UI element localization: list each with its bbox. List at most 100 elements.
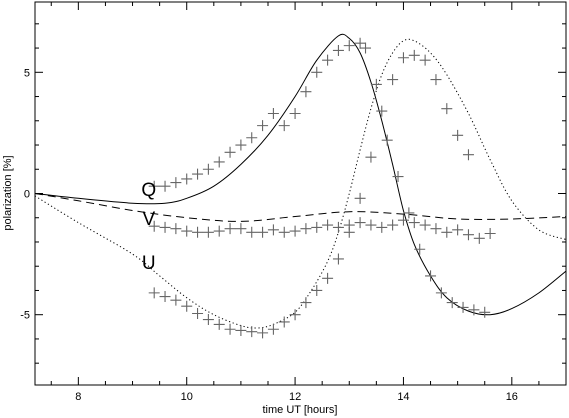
data-point-q [425, 270, 437, 282]
data-point-v [322, 219, 334, 231]
data-point-u [365, 151, 377, 163]
data-point-u [397, 52, 409, 64]
data-point-q [360, 42, 372, 54]
data-point-v [213, 225, 225, 237]
data-point-v [170, 223, 182, 235]
data-point-u [257, 327, 269, 339]
data-point-q [435, 287, 447, 299]
data-point-v [354, 217, 366, 229]
data-point-v [311, 221, 323, 233]
data-point-v [224, 223, 236, 235]
x-tick-label: 14 [397, 391, 409, 403]
data-point-v [278, 226, 290, 238]
x-tick-label: 10 [181, 391, 193, 403]
data-point-q [289, 108, 301, 120]
data-point-u [441, 103, 453, 115]
y-axis-title: polarization [%] [2, 155, 14, 230]
plot-frame [34, 1, 567, 386]
data-point-q [246, 132, 258, 144]
x-tick-label: 12 [289, 391, 301, 403]
data-point-u [322, 272, 334, 284]
y-axis: -5 0 5 [20, 23, 566, 364]
data-point-u [354, 192, 366, 204]
data-point-u [408, 49, 420, 61]
data-point-u [170, 294, 182, 306]
data-point-v [257, 226, 269, 238]
data-point-q [202, 163, 214, 175]
data-point-q [457, 301, 469, 313]
y-tick-label: 5 [24, 67, 30, 79]
data-point-u [202, 314, 214, 326]
model-curve-dashed [34, 193, 567, 222]
curve-labels: QV U [141, 180, 156, 274]
data-point-v [343, 219, 355, 231]
data-point-v [300, 223, 312, 235]
data-point-u [452, 129, 464, 141]
data-point-q [354, 37, 366, 49]
data-point-u [224, 323, 236, 335]
data-point-v [267, 224, 279, 236]
data-point-u [376, 105, 388, 117]
data-point-v [452, 224, 464, 236]
data-point-u [387, 74, 399, 86]
data-point-u [289, 309, 301, 321]
data-point-u [430, 74, 442, 86]
data-point-v [202, 226, 214, 238]
model-curve-dotted [34, 38, 567, 329]
data-point-v [408, 217, 420, 229]
data-point-v [148, 220, 160, 232]
data-point-u [148, 287, 160, 299]
model-curve-solid [34, 33, 567, 316]
data-point-u [159, 291, 171, 303]
data-point-v [462, 229, 474, 241]
data-point-v [181, 225, 193, 237]
data-point-u [246, 326, 258, 338]
data-point-u [278, 316, 290, 328]
data-point-q [343, 40, 355, 52]
curve-label-v: V [142, 209, 155, 230]
data-point-q [446, 297, 458, 309]
model-curves [34, 33, 567, 329]
data-point-v [289, 225, 301, 237]
data-point-q [192, 168, 204, 180]
data-point-q [278, 120, 290, 132]
data-point-q [392, 171, 404, 183]
data-point-q [267, 108, 279, 120]
data-point-q [159, 180, 171, 192]
data-point-v [484, 227, 496, 239]
data-point-v [441, 226, 453, 238]
data-point-u [213, 318, 225, 330]
data-point-u [192, 307, 204, 319]
y-tick-label: 0 [24, 189, 30, 201]
data-point-q [403, 207, 415, 219]
data-point-v [246, 226, 258, 238]
data-point-v [365, 219, 377, 231]
observed-markers [148, 37, 496, 339]
data-point-v [159, 221, 171, 233]
data-point-q [235, 139, 247, 151]
data-point-q [148, 180, 160, 192]
data-point-v [419, 219, 431, 231]
data-point-u [235, 324, 247, 336]
data-point-q [370, 78, 382, 90]
data-point-v [473, 232, 485, 244]
data-point-q [181, 173, 193, 185]
data-point-u [332, 253, 344, 265]
data-point-v [387, 219, 399, 231]
data-point-q [479, 306, 491, 318]
x-axis: 8 10 12 14 16 [50, 2, 540, 403]
data-point-q [311, 66, 323, 78]
data-point-v [430, 223, 442, 235]
data-point-q [468, 304, 480, 316]
data-point-v [332, 221, 344, 233]
data-point-q [224, 146, 236, 158]
data-point-u [311, 284, 323, 296]
y-tick-label: -5 [20, 310, 30, 322]
x-tick-label: 8 [75, 391, 81, 403]
data-point-u [419, 54, 431, 66]
data-point-q [322, 54, 334, 66]
data-point-v [397, 214, 409, 226]
data-point-v [192, 226, 204, 238]
data-point-u [300, 297, 312, 309]
